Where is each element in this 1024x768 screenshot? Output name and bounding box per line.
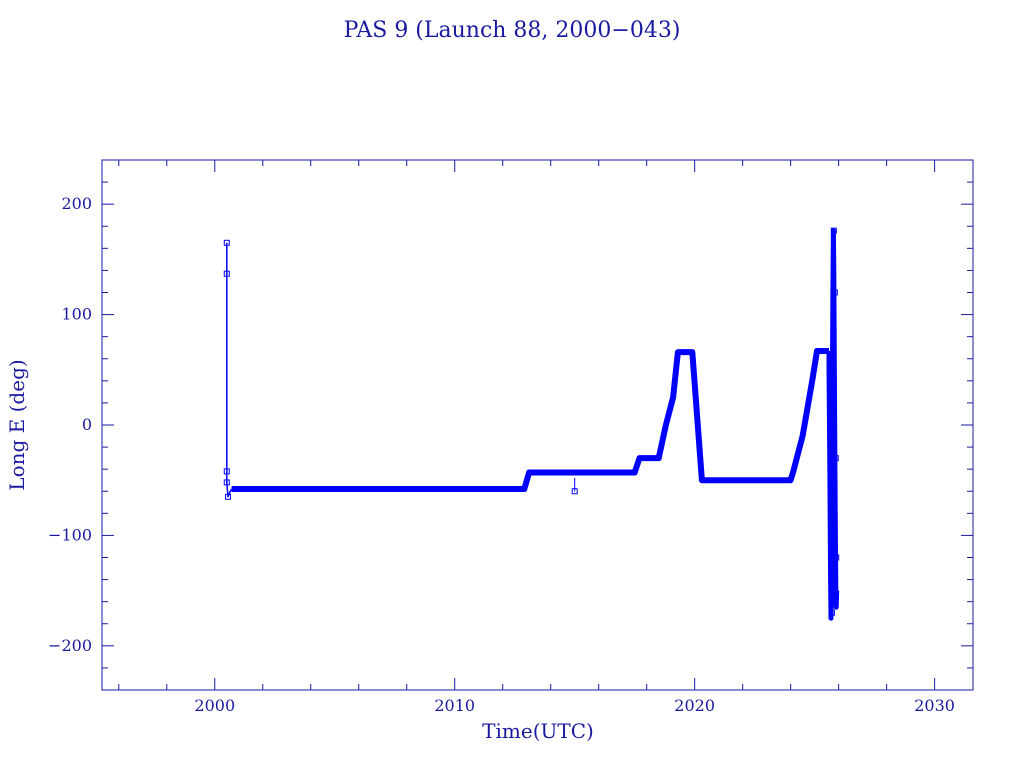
axis-tick-labels: 2000 2010 2020 2030 −200 −100 0 100 200 <box>48 194 955 715</box>
axis-ticks <box>102 160 973 690</box>
data-point-marker <box>223 239 230 246</box>
data-point-marker <box>832 455 839 462</box>
data-point-marker <box>223 270 230 277</box>
y-tick-label: 100 <box>61 305 92 324</box>
series-line <box>231 348 829 492</box>
data-point-marker <box>831 289 838 296</box>
plot-frame <box>101 159 974 691</box>
series-line <box>226 242 233 498</box>
y-tick-label: 0 <box>82 415 92 434</box>
data-point-marker <box>223 468 230 475</box>
series-line <box>826 228 840 621</box>
y-tick-label: −200 <box>48 636 92 655</box>
data-series <box>223 227 840 621</box>
data-point-marker <box>571 488 578 495</box>
y-axis-label: Long E (deg) <box>5 359 29 490</box>
data-point-marker <box>224 493 231 500</box>
data-point-marker <box>826 399 833 406</box>
x-tick-label: 2010 <box>434 696 475 715</box>
x-tick-label: 2030 <box>914 696 955 715</box>
data-point-marker <box>833 554 840 561</box>
x-tick-label: 2000 <box>194 696 235 715</box>
y-tick-label: −100 <box>48 525 92 544</box>
data-point-marker <box>828 532 835 539</box>
data-point-marker <box>828 609 835 616</box>
chart-title: PAS 9 (Launch 88, 2000−043) <box>344 18 681 43</box>
x-axis-label: Time(UTC) <box>482 719 594 743</box>
data-point-marker <box>223 479 230 486</box>
y-tick-label: 200 <box>61 194 92 213</box>
x-tick-label: 2020 <box>674 696 715 715</box>
data-point-marker <box>826 366 833 373</box>
data-point-marker <box>827 444 834 451</box>
data-point-marker <box>830 227 837 234</box>
